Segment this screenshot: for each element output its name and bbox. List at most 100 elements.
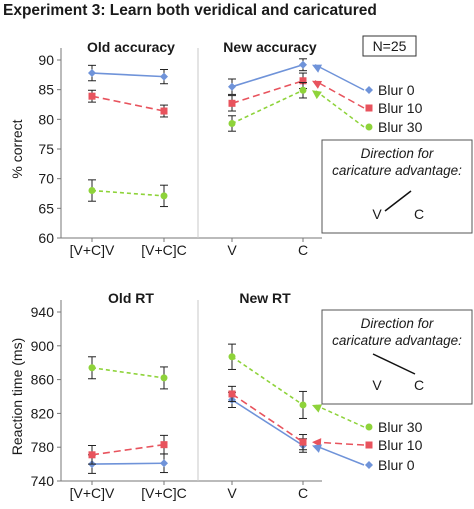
data-point xyxy=(160,72,168,81)
data-point xyxy=(299,86,307,94)
rt-panel-title: New RT xyxy=(239,290,291,306)
accuracy-y-tick-label: 60 xyxy=(38,230,54,246)
series-line xyxy=(231,393,304,443)
legend-label: Blur 10 xyxy=(378,437,423,453)
accuracy-y-tick-label: 90 xyxy=(38,52,54,68)
sample-size-frame xyxy=(362,35,417,57)
accuracy-y-tick-label: 70 xyxy=(38,171,54,187)
rt-y-tick-label: 860 xyxy=(31,372,55,388)
accuracy-legend-entry: Blur 0 xyxy=(312,64,415,98)
accuracy-series-blur-10 xyxy=(228,72,307,112)
legend-arrow-head xyxy=(312,444,323,453)
legend-pointer-line xyxy=(314,80,365,109)
rt-legend-entry: Blur 30 xyxy=(312,404,423,435)
accuracy-legend-entry: Blur 10 xyxy=(312,80,423,116)
series-line xyxy=(91,462,165,465)
series-line xyxy=(231,399,304,447)
accuracy-series-blur-0 xyxy=(228,58,307,95)
accuracy-y-tick-label: 80 xyxy=(38,111,54,127)
rt-panel-title: Old RT xyxy=(108,290,154,306)
accuracy-direction-box: Direction for caricature advantage: V C xyxy=(321,139,473,234)
accuracy-x-tick-label: [V+C]C xyxy=(141,242,187,258)
series-line xyxy=(231,89,304,125)
accuracy-x-tick-label: C xyxy=(298,242,308,258)
accuracy-series-blur-30 xyxy=(88,179,168,208)
legend-pointer-line xyxy=(314,64,365,91)
rt-series-blur-10 xyxy=(228,385,307,451)
data-point xyxy=(88,364,96,372)
series-line xyxy=(231,80,304,105)
legend-label: Blur 10 xyxy=(378,100,423,116)
direction-box-title-line: Direction for xyxy=(361,316,434,331)
accuracy-panel-title: New accuracy xyxy=(223,39,317,55)
direction-box-frame xyxy=(321,139,473,234)
series-line xyxy=(231,356,304,406)
data-point xyxy=(160,107,168,115)
legend-marker xyxy=(365,423,373,431)
legend-label: Blur 30 xyxy=(378,119,423,135)
rt-legend-entry: Blur 0 xyxy=(312,444,415,473)
direction-box-label-v: V xyxy=(372,377,382,393)
series-line xyxy=(91,72,165,78)
legend-arrow-head xyxy=(312,80,323,89)
rt-x-tick-label: C xyxy=(298,485,308,501)
data-point xyxy=(88,187,96,195)
sample-size-label: N=25 xyxy=(373,38,407,54)
data-point xyxy=(160,441,168,449)
data-point xyxy=(228,353,236,361)
direction-box-frame xyxy=(321,309,473,405)
legend-marker xyxy=(365,104,373,112)
rt-direction-box: Direction for caricature advantage: V C xyxy=(321,309,473,405)
legend-pointer-line xyxy=(314,404,365,428)
legend-marker xyxy=(365,441,373,449)
rt-series-blur-30 xyxy=(88,356,168,390)
legend-label: Blur 0 xyxy=(378,457,415,473)
data-point xyxy=(88,451,96,459)
accuracy-series-blur-10 xyxy=(88,89,168,118)
data-point xyxy=(299,401,307,409)
accuracy-panel-title: Old accuracy xyxy=(87,39,175,55)
data-point xyxy=(228,119,236,127)
series-line xyxy=(91,443,165,456)
legend-marker xyxy=(365,86,373,94)
data-point xyxy=(160,459,168,468)
series-line xyxy=(91,189,165,197)
accuracy-series-blur-0 xyxy=(88,64,168,85)
accuracy-y-tick-label: 85 xyxy=(38,82,54,98)
data-point xyxy=(228,390,236,398)
rt-x-tick-label: V xyxy=(227,485,237,501)
sample-size-badge: N=25 xyxy=(362,35,417,57)
legend-label: Blur 30 xyxy=(378,419,423,435)
rt-chart: 740 780 820 860 900 940 Reaction time (ms) Old … xyxy=(9,290,473,501)
direction-indicator-line xyxy=(384,190,412,212)
direction-box-label-c: C xyxy=(414,377,424,393)
accuracy-x-tick-label: V xyxy=(227,242,237,258)
legend-arrow-head xyxy=(312,404,323,413)
data-point xyxy=(299,60,307,69)
rt-y-tick-label: 780 xyxy=(31,439,55,455)
data-point xyxy=(160,374,168,382)
legend-pointer-line xyxy=(314,89,365,128)
rt-y-tick-label: 740 xyxy=(31,473,55,489)
legend-marker xyxy=(365,461,373,469)
data-point xyxy=(299,438,307,446)
direction-box-title-line: caricature advantage: xyxy=(332,163,462,178)
rt-y-tick-label: 940 xyxy=(31,304,55,320)
data-point xyxy=(88,92,96,100)
rt-x-tick-label: [V+C]C xyxy=(141,485,187,501)
series-line xyxy=(231,63,304,88)
rt-series-blur-30 xyxy=(228,343,307,419)
data-point xyxy=(228,99,236,107)
rt-series-blur-10 xyxy=(88,434,168,465)
figure-title: Experiment 3: Learn both veridical and c… xyxy=(3,2,377,19)
rt-series-blur-0 xyxy=(88,453,168,474)
legend-label: Blur 0 xyxy=(378,82,415,98)
rt-series-blur-0 xyxy=(228,391,307,453)
direction-box-title-line: caricature advantage: xyxy=(332,333,462,348)
legend-arrow-head xyxy=(312,90,322,100)
series-line xyxy=(91,95,165,112)
data-point xyxy=(228,82,236,91)
direction-box-title-line: Direction for xyxy=(361,146,434,161)
